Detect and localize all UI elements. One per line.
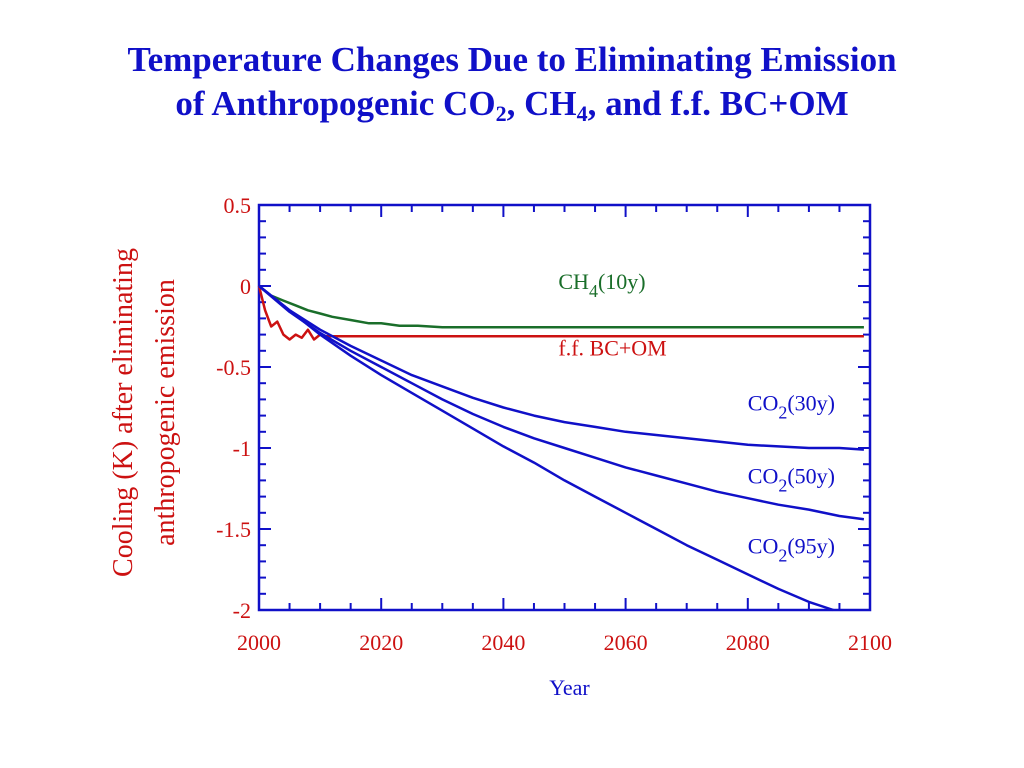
series-label-sub: 2 [778, 403, 787, 423]
chart-title-line2-prefix: of Anthropogenic CO [175, 84, 496, 123]
series-label-tail: (30y) [787, 391, 835, 416]
y-axis-label-line: Cooling (K) after eliminating [108, 248, 139, 577]
chart-title-sub-ch4: 4 [576, 101, 588, 126]
chart-title-sub-co2: 2 [495, 101, 507, 126]
x-tick-label: 2060 [604, 630, 648, 655]
series-label-main: CH [558, 269, 589, 294]
series-label-tail: (50y) [787, 464, 835, 489]
y-tick-label: -0.5 [216, 355, 251, 380]
series-label: f.f. BC+OM [558, 336, 666, 361]
series-label-tail: (10y) [598, 269, 646, 294]
series-label-main: f.f. BC+OM [558, 336, 666, 361]
y-tick-label: 0.5 [224, 193, 252, 218]
series-group [257, 285, 865, 612]
series-label: CH4(10y) [558, 269, 645, 301]
chart-title-line1: Temperature Changes Due to Eliminating E… [127, 40, 897, 79]
axis-ticks [258, 204, 871, 611]
series-line [258, 285, 864, 329]
series-labels: CH4(10y)f.f. BC+OMCO2(30y)CO2(50y)CO2(95… [558, 269, 835, 565]
tick-labels: 2000 2020 2040 2060 2080 2100 0.5 0 -0.5 -1 -1.5 -2 [216, 193, 892, 655]
series-label: CO2(95y) [748, 533, 835, 565]
series-label-sub: 4 [589, 281, 598, 301]
y-axis-label: Cooling (K) after eliminating anthropogen… [108, 248, 181, 577]
y-tick-label: -1.5 [216, 517, 251, 542]
y-tick-label: -1 [233, 436, 251, 461]
series-label-main: CO [748, 464, 779, 489]
x-tick-label: 2040 [481, 630, 525, 655]
chart-title-line2: of Anthropogenic CO2, CH4, and f.f. BC+O… [0, 82, 1024, 126]
x-tick-label: 2100 [848, 630, 892, 655]
series-label-sub: 2 [778, 545, 787, 565]
series-line [258, 285, 864, 451]
x-tick-label: 2020 [359, 630, 403, 655]
y-tick-label: -2 [233, 598, 251, 623]
y-axis-label-line: anthropogenic emission [150, 279, 181, 546]
y-tick-label: 0 [240, 274, 251, 299]
x-axis-label: Year [549, 675, 590, 700]
x-tick-label: 2000 [237, 630, 281, 655]
series-line [258, 285, 834, 612]
series-line [257, 285, 864, 341]
series-label-tail: (95y) [787, 533, 835, 558]
series-label-main: CO [748, 391, 779, 416]
chart-title-line2-suffix: , and f.f. BC+OM [587, 84, 849, 123]
series-label-main: CO [748, 533, 779, 558]
series-line [258, 285, 865, 521]
series-label: CO2(50y) [748, 464, 835, 496]
x-tick-label: 2080 [726, 630, 770, 655]
chart-title: Temperature Changes Due to Eliminating E… [0, 38, 1024, 126]
series-label-sub: 2 [778, 476, 787, 496]
series-label: CO2(30y) [748, 391, 835, 423]
chart-title-line2-mid: , CH [506, 84, 577, 123]
